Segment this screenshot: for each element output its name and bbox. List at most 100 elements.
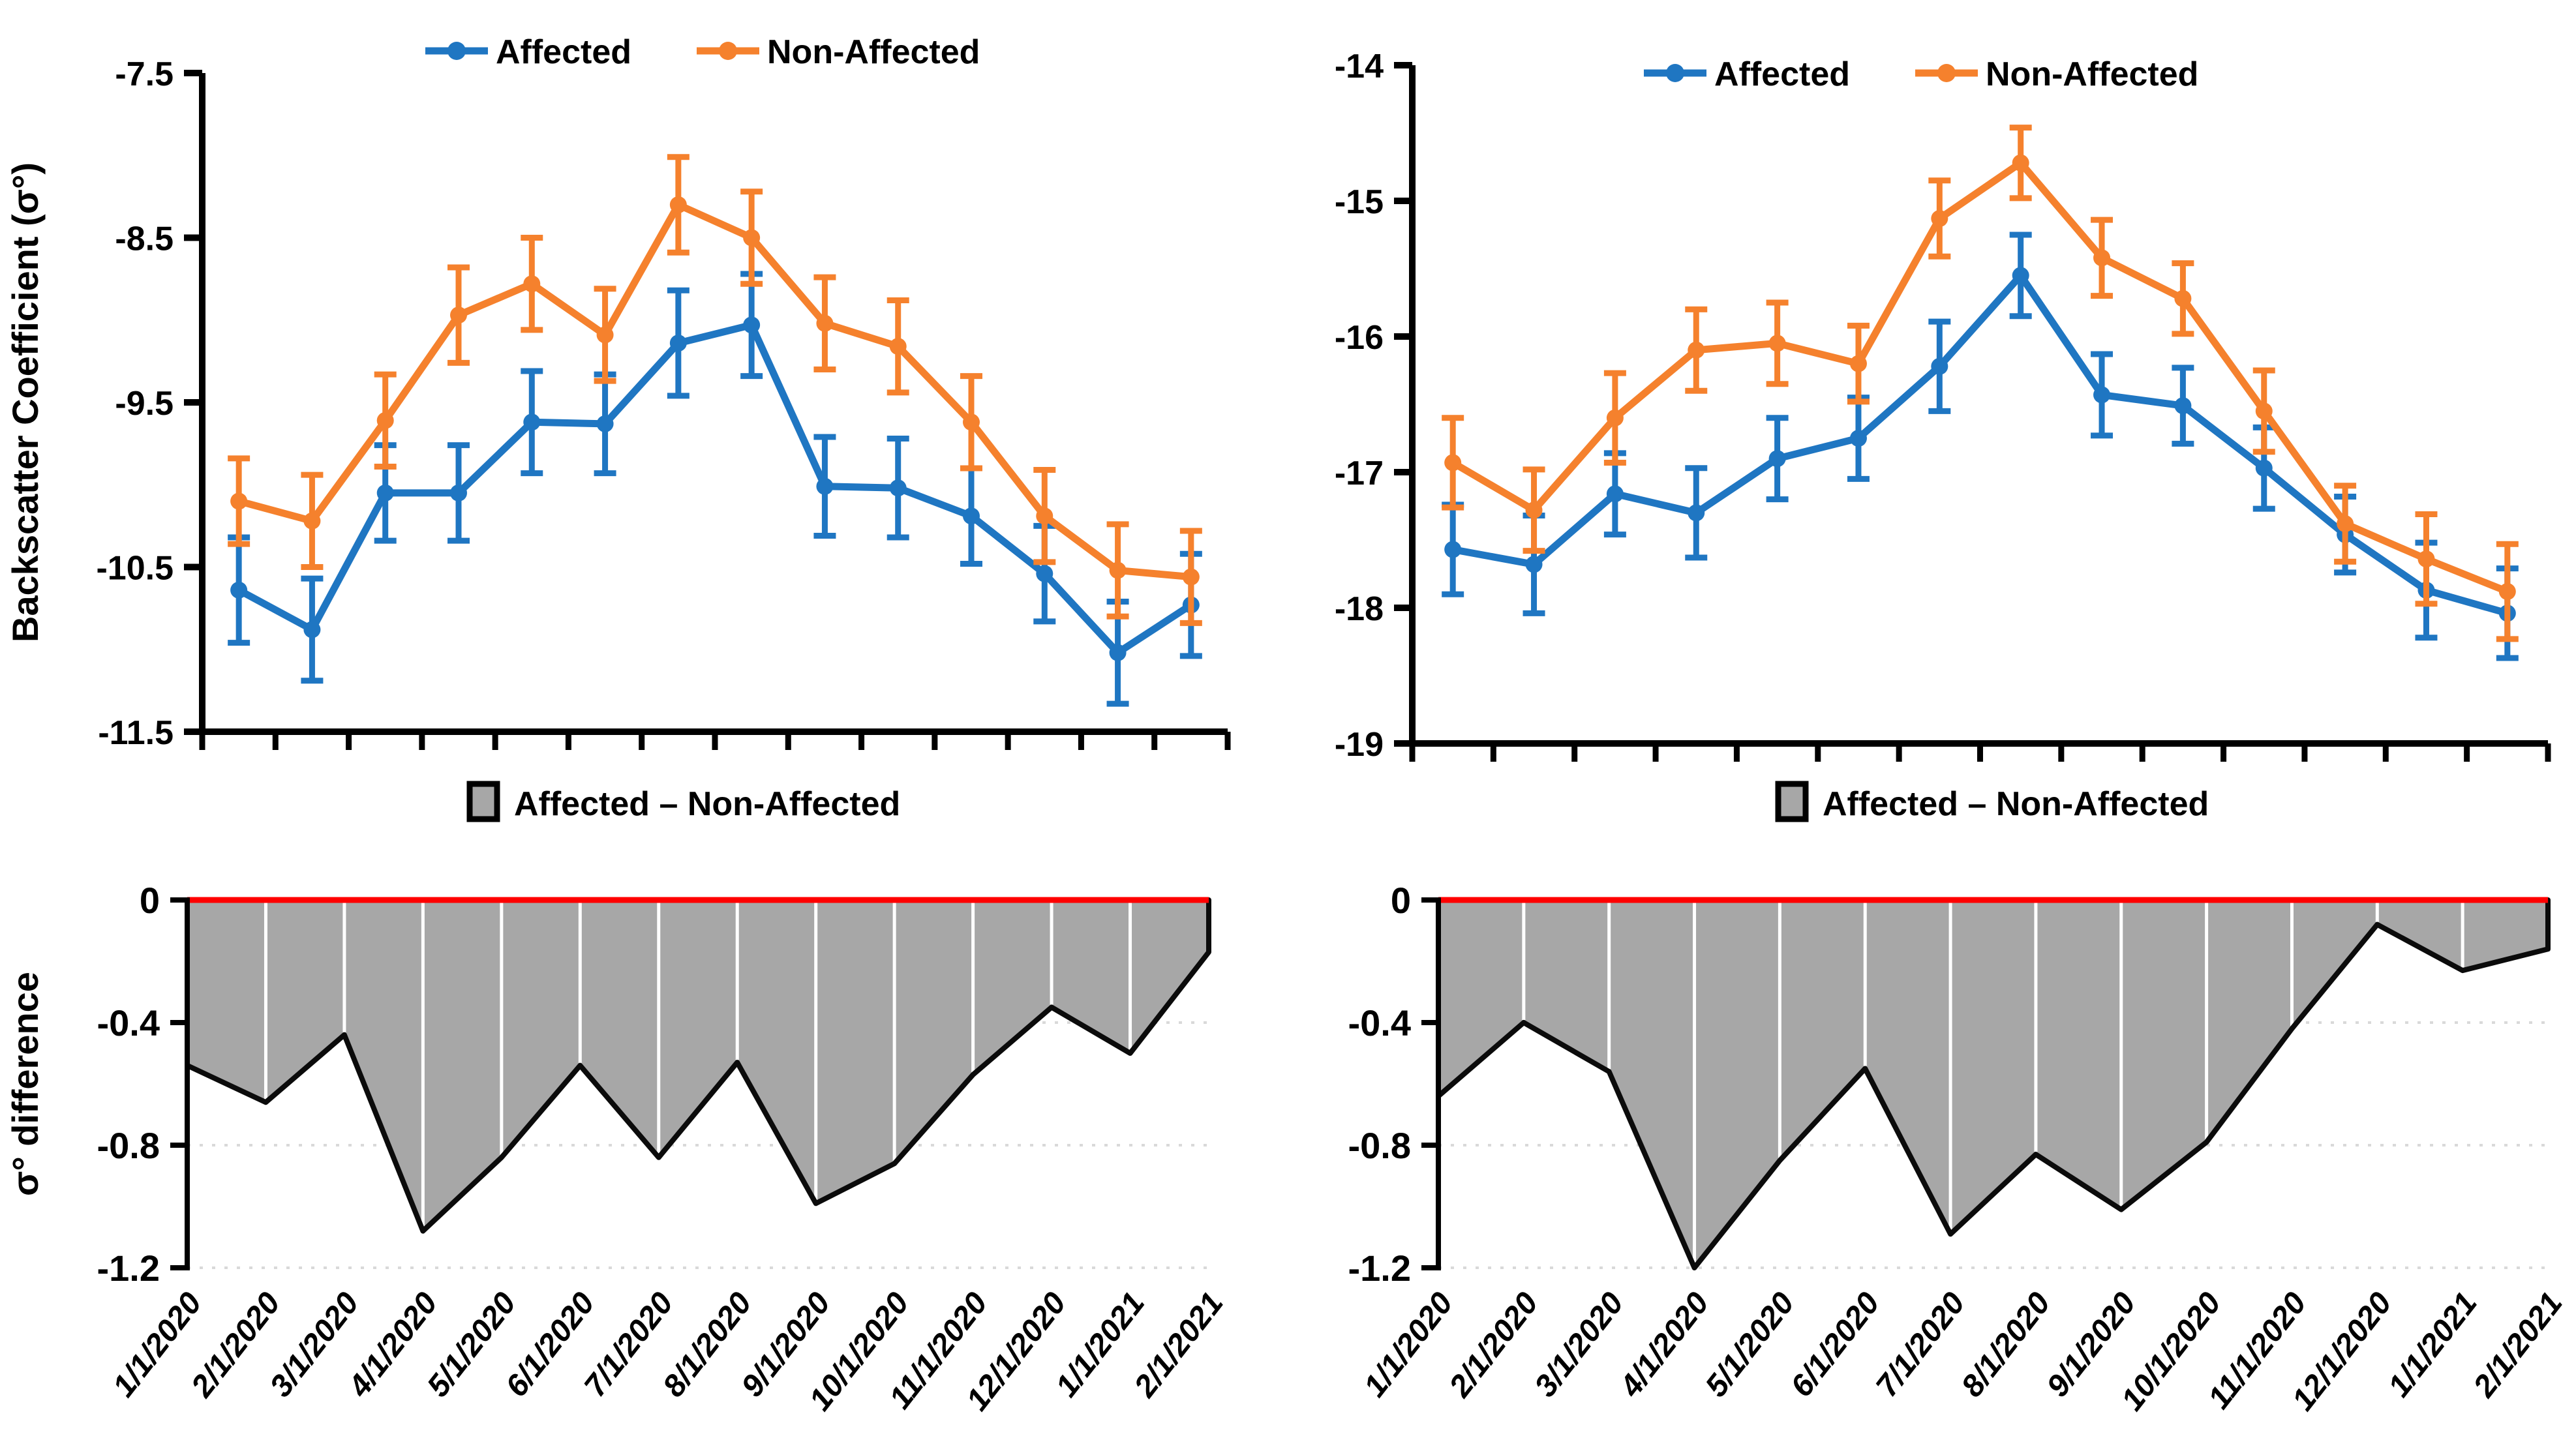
data-point [2093, 386, 2111, 404]
data-point [303, 621, 321, 638]
data-point [816, 314, 834, 332]
x-tick-label: 3/1/2020 [1528, 1286, 1631, 1403]
difference-area-outline [185, 897, 1211, 1234]
affected-marker-icon [1666, 64, 1684, 82]
data-point [1688, 504, 1705, 522]
data-point [1182, 568, 1200, 586]
y-axis-title-difference: σ° difference [5, 972, 46, 1196]
data-point [743, 316, 761, 334]
data-point [743, 229, 761, 247]
y-tick-label: 0 [140, 880, 160, 921]
data-point [376, 412, 394, 429]
y-tick-label: -16 [1335, 319, 1384, 357]
legend-top-right: Affected Non-Affected [1644, 55, 2198, 93]
data-point [816, 477, 834, 495]
x-tick-label: 6/1/2020 [1784, 1286, 1887, 1403]
legend-label-non-affected: Non-Affected [767, 33, 980, 71]
series-non-affected [228, 154, 1202, 626]
data-point [376, 484, 394, 502]
series-non-affected [1442, 125, 2519, 642]
non-affected-marker-icon [719, 42, 737, 60]
y-tick-label: -15 [1335, 183, 1384, 221]
x-tick-label: 2/1/2021 [2466, 1286, 2569, 1404]
chart-difference-right: 0 -0.4 -0.8 -1.21/1/20202/1/20203/1/20204/1… [1348, 880, 2569, 1417]
legend-label-affected: Affected [496, 33, 631, 71]
data-point [1768, 335, 1786, 352]
y-tick-label: -1.2 [97, 1248, 160, 1289]
data-point [1606, 485, 1624, 503]
difference-area [187, 900, 1209, 1231]
legend-label-affected: Affected [1714, 55, 1850, 93]
data-line [235, 321, 1195, 657]
data-point [450, 484, 467, 502]
data-point [1849, 355, 1867, 372]
x-tick-label: 7/1/2020 [1870, 1286, 1972, 1403]
y-axis-title-backscatter: Backscatter Coefficient (σ°) [5, 162, 46, 642]
data-point [230, 581, 248, 599]
chart-backscatter-right: -14 -15 -16 -17 -18 -19 [1335, 48, 2551, 764]
x-tick-label: 1/1/2021 [2382, 1286, 2484, 1403]
data-point [1931, 357, 1948, 375]
series-affected [1442, 232, 2519, 661]
legend-label-difference: Affected – Non-Affected [514, 785, 900, 823]
y-tick-label: -18 [1335, 590, 1384, 628]
data-point [2498, 583, 2516, 601]
difference-area [1438, 900, 2548, 1268]
series-affected [228, 271, 1202, 707]
data-point [303, 512, 321, 530]
legend-bottom-right: Affected – Non-Affected [1775, 781, 2209, 823]
data-point [889, 479, 907, 497]
non-affected-marker-icon [1937, 64, 1956, 82]
chart-difference-left: 0-0.4-0.8-1.21/1/20202/1/20203/1/20204/1… [97, 880, 1230, 1417]
y-tick-label: -0.8 [97, 1125, 160, 1166]
x-tick-label: 8/1/2020 [1955, 1286, 2057, 1403]
data-point [1109, 644, 1127, 661]
data-point [669, 335, 687, 352]
data-point [596, 326, 614, 344]
legend-top-left: Affected Non-Affected [425, 33, 980, 71]
data-point [1036, 507, 1053, 525]
legend-bottom-left: Affected – Non-Affected [466, 781, 900, 823]
y-tick-label: -11.5 [98, 714, 174, 752]
data-point [2012, 154, 2029, 172]
x-tick-label: 4/1/2020 [1613, 1286, 1716, 1404]
data-point [1444, 454, 1462, 472]
data-point [1444, 541, 1462, 558]
y-tick-label: -0.8 [1348, 1125, 1412, 1166]
data-point [1036, 565, 1053, 582]
data-line [1449, 271, 2511, 617]
data-line [1449, 159, 2511, 595]
data-point [2255, 402, 2273, 420]
x-tick-label: 2/1/2020 [1442, 1286, 1545, 1404]
y-tick-label: -10.5 [96, 550, 174, 588]
data-line [235, 201, 1195, 581]
y-tick-label: -14 [1335, 48, 1384, 85]
data-point [1109, 562, 1127, 579]
y-tick-label: -0.4 [97, 1002, 160, 1043]
x-tick-label: 5/1/2020 [1699, 1286, 1801, 1403]
data-point [963, 507, 980, 525]
difference-area-outline [1436, 897, 2551, 1270]
data-point [2337, 515, 2354, 533]
data-point [450, 307, 467, 324]
data-point [1525, 502, 1543, 519]
difference-swatch-icon [466, 781, 500, 822]
data-point [1606, 409, 1624, 427]
y-tick-label: -17 [1335, 455, 1384, 492]
legend-label-difference: Affected – Non-Affected [1823, 785, 2209, 823]
data-point [2174, 397, 2192, 415]
data-point [2255, 459, 2273, 477]
x-tick-label: 1/1/2020 [1357, 1286, 1460, 1403]
data-point [669, 196, 687, 213]
y-tick-label: -19 [1335, 726, 1384, 764]
y-tick-label: 0 [1391, 880, 1411, 921]
data-point [2174, 290, 2192, 307]
data-point [1931, 210, 1948, 228]
data-point [596, 415, 614, 432]
y-tick-label: -8.5 [115, 220, 174, 258]
difference-swatch-icon [1775, 781, 1809, 822]
data-point [889, 338, 907, 355]
data-point [1768, 450, 1786, 468]
y-tick-label: -9.5 [115, 385, 174, 423]
